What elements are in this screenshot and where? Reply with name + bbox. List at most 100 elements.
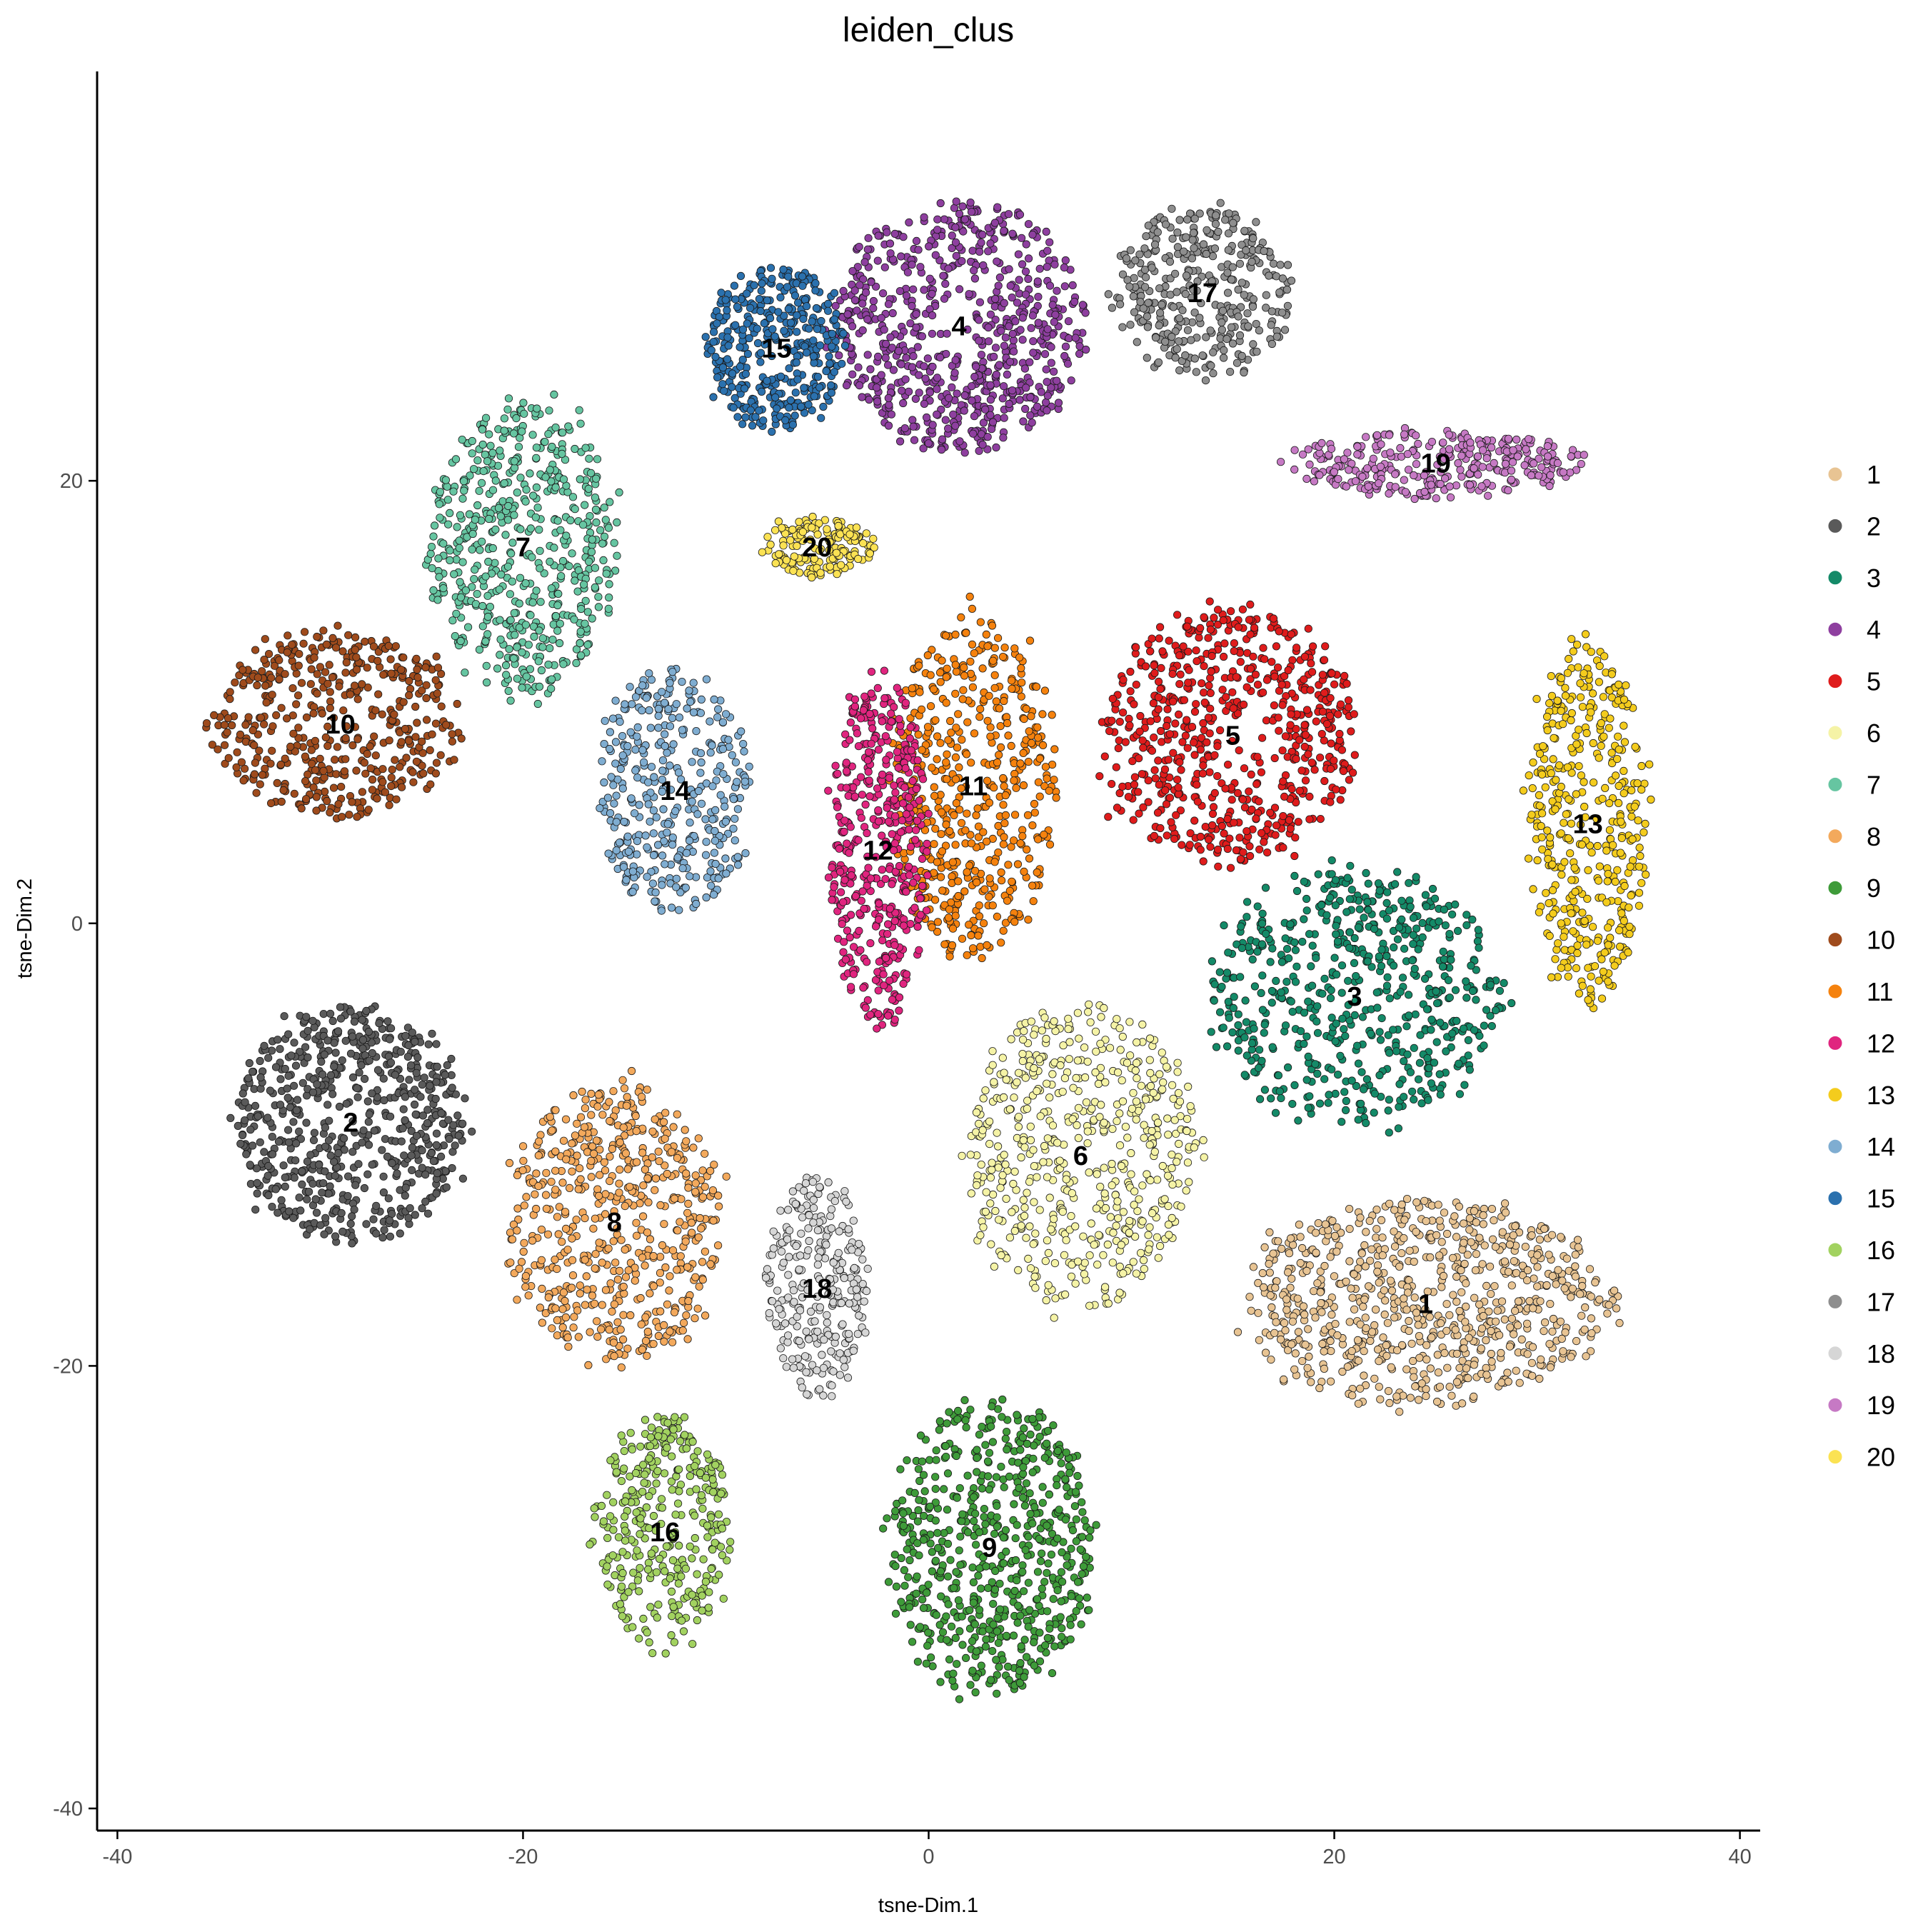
data-point bbox=[933, 226, 942, 234]
data-point bbox=[988, 1061, 997, 1069]
data-point bbox=[1395, 1408, 1404, 1416]
data-point bbox=[510, 457, 519, 466]
data-point bbox=[1352, 972, 1360, 981]
data-point bbox=[606, 1152, 614, 1161]
data-point bbox=[1287, 1274, 1296, 1283]
data-point bbox=[1040, 1141, 1049, 1151]
data-point bbox=[903, 268, 913, 276]
data-point bbox=[1333, 937, 1342, 946]
data-point bbox=[505, 1158, 514, 1168]
data-point bbox=[986, 395, 995, 404]
data-point bbox=[1359, 1302, 1367, 1311]
data-point bbox=[610, 1352, 618, 1361]
data-point bbox=[1452, 1378, 1462, 1386]
data-point bbox=[681, 1126, 689, 1134]
data-point bbox=[1321, 1220, 1330, 1228]
data-point bbox=[1113, 804, 1122, 812]
data-point bbox=[481, 414, 491, 422]
data-point bbox=[714, 1202, 723, 1211]
data-point bbox=[1405, 991, 1413, 999]
data-point bbox=[580, 1123, 589, 1131]
data-point bbox=[1163, 831, 1171, 840]
data-point bbox=[1100, 1003, 1108, 1013]
data-point bbox=[613, 1275, 623, 1284]
data-point bbox=[365, 1110, 373, 1118]
data-point bbox=[940, 294, 949, 303]
data-point bbox=[1435, 1251, 1444, 1260]
data-point bbox=[1238, 605, 1247, 614]
data-point bbox=[532, 444, 541, 452]
data-point bbox=[1458, 1399, 1467, 1408]
data-point bbox=[920, 362, 928, 371]
data-point bbox=[536, 598, 545, 606]
data-point bbox=[1444, 976, 1453, 985]
data-point bbox=[908, 260, 916, 269]
data-point bbox=[1048, 1070, 1057, 1078]
data-point bbox=[1132, 643, 1140, 651]
data-point bbox=[1173, 1058, 1182, 1067]
data-point bbox=[1557, 1233, 1565, 1241]
data-point bbox=[1024, 274, 1033, 284]
data-point bbox=[1108, 716, 1116, 725]
data-point bbox=[1021, 267, 1030, 276]
data-point bbox=[331, 1048, 340, 1057]
data-point bbox=[1345, 1205, 1354, 1213]
data-point bbox=[1331, 1037, 1340, 1046]
data-point bbox=[1372, 1206, 1381, 1214]
data-point bbox=[1225, 1013, 1233, 1022]
data-point bbox=[1167, 818, 1175, 826]
data-point bbox=[522, 672, 531, 681]
data-point bbox=[1347, 1347, 1356, 1356]
data-point bbox=[441, 476, 451, 484]
data-point bbox=[1065, 1055, 1073, 1063]
data-point bbox=[1124, 793, 1133, 801]
data-point bbox=[997, 1251, 1005, 1260]
data-point bbox=[266, 1086, 274, 1095]
data-point bbox=[1377, 1216, 1386, 1225]
data-point bbox=[1021, 404, 1030, 414]
data-point bbox=[977, 239, 985, 247]
data-point bbox=[1172, 811, 1180, 819]
data-point bbox=[994, 281, 1003, 290]
data-point bbox=[1300, 1310, 1309, 1319]
data-point bbox=[610, 539, 618, 547]
data-point bbox=[1022, 384, 1030, 392]
data-point bbox=[1156, 623, 1165, 631]
data-point bbox=[437, 1109, 446, 1118]
data-point bbox=[1612, 1304, 1621, 1313]
data-point bbox=[1082, 345, 1090, 354]
data-point bbox=[661, 1263, 670, 1272]
data-point bbox=[1513, 1321, 1522, 1330]
data-point bbox=[431, 1094, 440, 1103]
data-point bbox=[1317, 729, 1326, 739]
data-point bbox=[1493, 1306, 1502, 1315]
data-point bbox=[412, 1068, 421, 1077]
data-point bbox=[990, 1078, 998, 1086]
data-point bbox=[1512, 1268, 1521, 1277]
data-point bbox=[362, 1220, 371, 1228]
data-point bbox=[1406, 902, 1415, 911]
data-point bbox=[526, 524, 535, 533]
data-point bbox=[587, 1173, 596, 1181]
data-point bbox=[666, 1272, 674, 1281]
data-point bbox=[877, 314, 885, 322]
data-point bbox=[1467, 1238, 1475, 1246]
data-point bbox=[1464, 1374, 1472, 1383]
data-point bbox=[386, 1058, 396, 1067]
data-point bbox=[1015, 1068, 1023, 1077]
data-point bbox=[621, 1246, 629, 1254]
data-point bbox=[1275, 726, 1283, 735]
data-point bbox=[1354, 1116, 1362, 1124]
data-point bbox=[1316, 815, 1325, 824]
data-point bbox=[350, 1206, 358, 1214]
data-point bbox=[1193, 781, 1201, 789]
data-point bbox=[1255, 1336, 1264, 1344]
data-point bbox=[1234, 1010, 1242, 1018]
data-point bbox=[1095, 1231, 1103, 1239]
data-point bbox=[1389, 1026, 1397, 1034]
data-point bbox=[423, 1118, 432, 1128]
data-point bbox=[1267, 1356, 1275, 1364]
data-point bbox=[581, 1214, 589, 1223]
data-point bbox=[1272, 642, 1281, 651]
data-point bbox=[1418, 933, 1427, 942]
